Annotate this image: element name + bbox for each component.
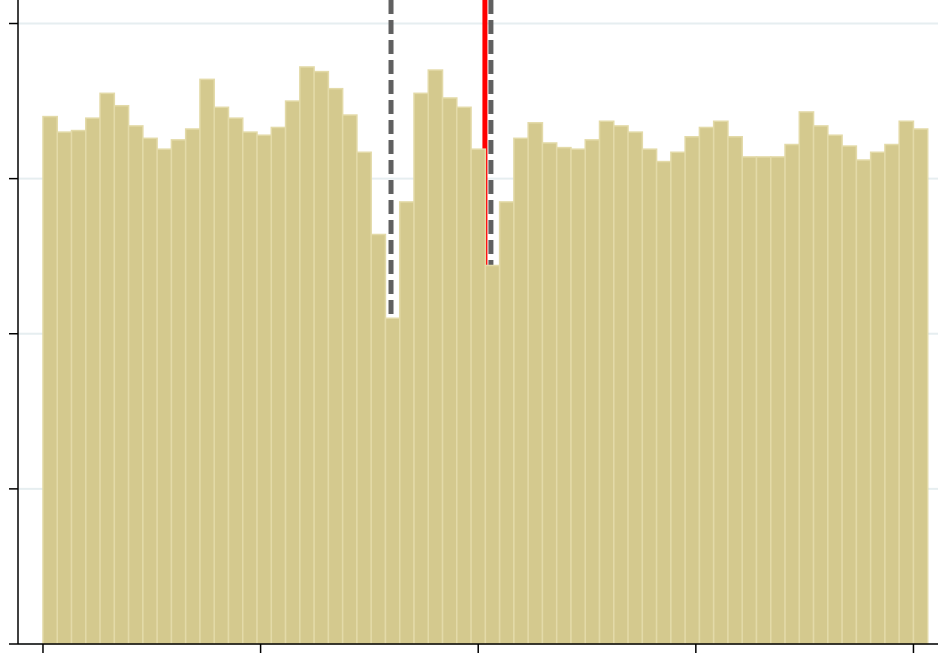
bar [498, 201, 515, 645]
bar [555, 146, 572, 645]
bar [527, 122, 544, 645]
bar [570, 148, 586, 645]
bar [313, 70, 330, 645]
bar [427, 69, 444, 645]
bar [56, 131, 73, 645]
bar [184, 128, 201, 645]
bar [356, 151, 372, 645]
bar [855, 159, 872, 645]
bar [798, 111, 815, 645]
bar [770, 156, 786, 645]
bar [627, 131, 644, 645]
bar [398, 201, 415, 645]
bar [484, 264, 501, 645]
bar [727, 136, 743, 645]
bar [270, 126, 287, 645]
bar [884, 143, 900, 645]
bar [513, 137, 529, 645]
bar [869, 151, 886, 645]
bar [242, 131, 258, 645]
bar [199, 78, 215, 645]
bar [841, 145, 858, 645]
bar [213, 106, 230, 645]
bar [156, 148, 173, 645]
bar [670, 151, 686, 645]
bar [227, 117, 244, 645]
bar [413, 92, 430, 645]
bar [99, 92, 116, 645]
bar [655, 160, 672, 645]
bar [299, 66, 315, 645]
bar [641, 148, 658, 645]
bar [85, 117, 101, 645]
bar [698, 126, 715, 645]
bar [541, 142, 558, 645]
bar [256, 134, 273, 645]
bar [70, 129, 87, 645]
bar [170, 139, 187, 645]
bar [784, 143, 801, 645]
bar [384, 317, 401, 645]
bar [113, 104, 130, 645]
bar [741, 156, 758, 645]
bar [613, 125, 629, 645]
bar [584, 139, 601, 645]
bar [284, 100, 301, 645]
bar [142, 137, 158, 645]
bar [42, 115, 58, 645]
bar [370, 233, 387, 645]
bar [684, 136, 701, 645]
bar [598, 120, 615, 645]
bar [712, 120, 729, 645]
bar [470, 148, 487, 645]
bar [327, 87, 344, 645]
bar [827, 134, 843, 645]
bar [341, 114, 358, 645]
bar [812, 125, 829, 645]
bar [912, 128, 929, 645]
bar [755, 156, 772, 645]
bar [441, 97, 458, 645]
bar [456, 106, 472, 645]
bar [898, 120, 915, 645]
bar [127, 125, 144, 645]
